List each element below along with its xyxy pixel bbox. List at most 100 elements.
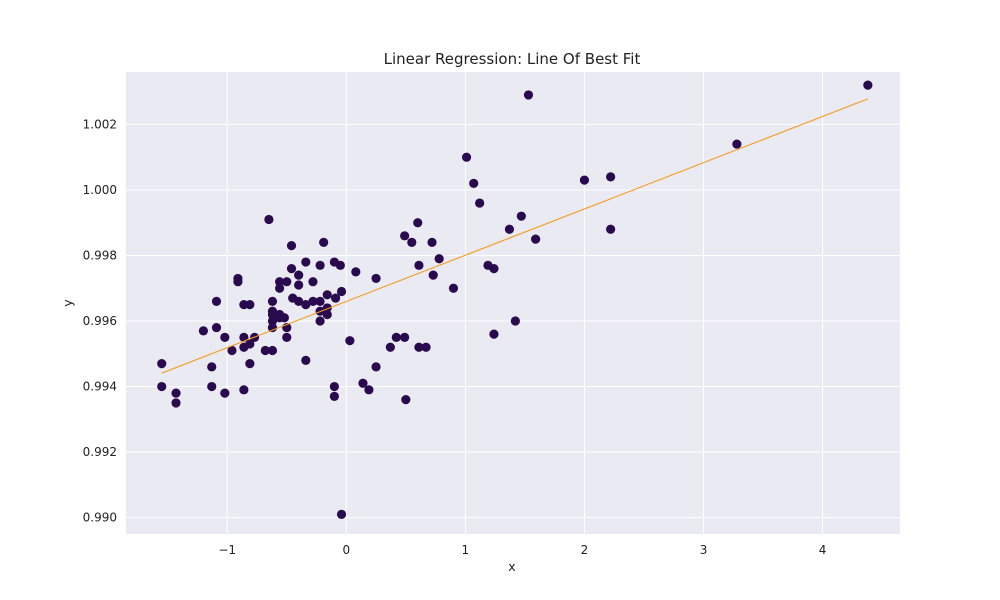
data-point — [385, 342, 395, 352]
y-tick-label: 1.000 — [83, 183, 117, 197]
data-point — [294, 270, 304, 280]
data-point — [448, 283, 459, 293]
data-point — [329, 381, 339, 392]
data-point — [315, 260, 325, 270]
data-point — [330, 293, 341, 303]
data-point — [227, 345, 237, 356]
data-point — [245, 339, 255, 349]
data-point — [308, 296, 318, 306]
data-point — [371, 273, 381, 284]
x-tick-label: −1 — [218, 543, 236, 557]
x-tick-labels: −1 0 1 2 3 4 — [218, 543, 826, 557]
x-tick-label: 4 — [819, 543, 827, 557]
y-tick-label: 0.992 — [83, 445, 117, 459]
data-point — [322, 290, 332, 300]
fit-line — [161, 98, 869, 374]
data-point — [308, 277, 318, 287]
x-tick-label: 0 — [342, 543, 350, 557]
data-point — [275, 277, 285, 287]
data-point — [267, 309, 278, 320]
chart-title: Linear Regression: Line Of Best Fit — [384, 50, 641, 68]
x-tick-label: 3 — [700, 543, 708, 557]
data-point — [157, 359, 167, 369]
data-point — [475, 198, 485, 208]
fit-line-group — [161, 98, 869, 374]
data-point — [220, 332, 230, 343]
data-point — [335, 260, 345, 270]
data-point — [434, 254, 444, 264]
data-point — [414, 260, 424, 270]
data-point — [364, 385, 374, 395]
data-point — [264, 214, 274, 225]
data-point — [863, 80, 873, 90]
data-point — [275, 283, 285, 293]
data-point — [171, 398, 181, 408]
data-point — [391, 332, 401, 343]
data-point — [461, 152, 472, 162]
data-point — [523, 90, 534, 100]
data-point — [286, 241, 297, 251]
data-point — [400, 332, 410, 343]
data-point — [282, 332, 292, 343]
data-point — [267, 296, 278, 306]
data-point — [279, 313, 289, 323]
data-point — [504, 224, 515, 234]
data-point — [207, 362, 217, 372]
data-point — [260, 345, 270, 356]
data-point — [427, 237, 437, 247]
data-point — [282, 277, 292, 287]
data-point — [400, 231, 410, 241]
x-tick-label: 1 — [462, 543, 470, 557]
x-axis-label: x — [508, 559, 515, 574]
y-tick-label: 0.996 — [83, 314, 117, 328]
data-point — [489, 329, 499, 339]
data-point — [336, 286, 347, 297]
data-point — [301, 300, 311, 310]
y-tick-label: 0.994 — [83, 380, 117, 394]
data-point — [606, 224, 616, 234]
data-point — [336, 509, 347, 519]
data-point — [286, 263, 297, 274]
y-tick-label: 0.990 — [83, 511, 117, 525]
data-point — [267, 316, 278, 326]
data-point — [421, 342, 431, 352]
data-point — [489, 263, 499, 274]
y-axis-label: y — [60, 299, 75, 307]
data-point — [301, 257, 311, 267]
data-point — [319, 237, 329, 247]
data-point — [510, 316, 520, 326]
data-point — [516, 211, 526, 221]
data-point — [157, 381, 167, 392]
y-tick-label: 1.002 — [83, 117, 117, 131]
scatter-points — [157, 80, 873, 519]
data-point — [414, 342, 424, 352]
data-point — [171, 388, 181, 398]
data-point — [579, 175, 590, 185]
data-point — [207, 381, 217, 392]
data-point — [606, 172, 616, 182]
y-tick-labels: 0.990 0.992 0.994 0.996 0.998 1.000 1.002 — [83, 117, 117, 524]
data-point — [315, 316, 325, 326]
data-point — [267, 322, 278, 333]
x-gridlines — [226, 72, 824, 534]
data-point — [531, 234, 541, 244]
data-point — [245, 359, 255, 369]
x-tick-label: 2 — [581, 543, 589, 557]
data-point — [294, 280, 304, 290]
data-point — [239, 385, 249, 395]
data-point — [351, 267, 361, 277]
data-point — [220, 388, 230, 398]
data-point — [329, 391, 339, 401]
data-point — [358, 378, 368, 388]
plot-area — [126, 72, 900, 534]
data-point — [198, 326, 208, 336]
data-point — [267, 345, 278, 356]
data-point — [401, 395, 411, 405]
data-point — [315, 296, 325, 306]
data-point — [732, 139, 742, 149]
data-point — [294, 296, 304, 306]
data-point — [233, 277, 243, 287]
data-point — [371, 362, 381, 372]
